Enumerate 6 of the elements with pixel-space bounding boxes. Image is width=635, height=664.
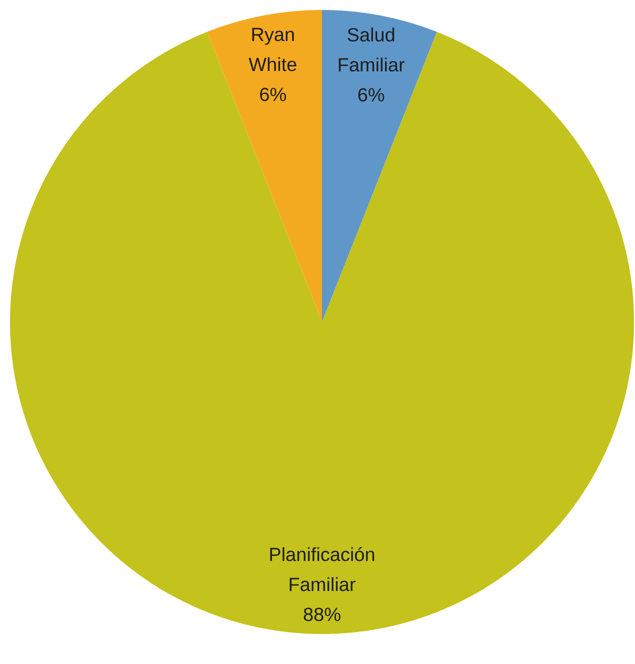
- slice-label: Planificación Familiar: [270, 546, 374, 592]
- data-label: 6%: [260, 88, 286, 102]
- slice-label: Ryan White: [248, 28, 296, 72]
- slice-label: Salud Familiar: [338, 28, 405, 72]
- data-label: 88%: [304, 608, 340, 622]
- data-label: 6%: [358, 88, 384, 102]
